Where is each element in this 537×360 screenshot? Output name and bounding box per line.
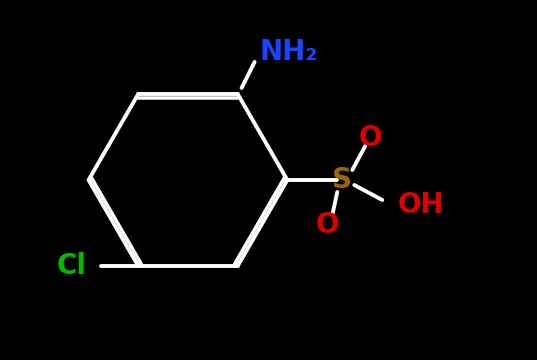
Text: OH: OH xyxy=(397,191,444,219)
Text: Cl: Cl xyxy=(56,252,86,280)
Text: O: O xyxy=(316,211,339,239)
Text: NH₂: NH₂ xyxy=(259,38,318,66)
Text: S: S xyxy=(332,166,352,194)
Text: O: O xyxy=(359,124,382,152)
